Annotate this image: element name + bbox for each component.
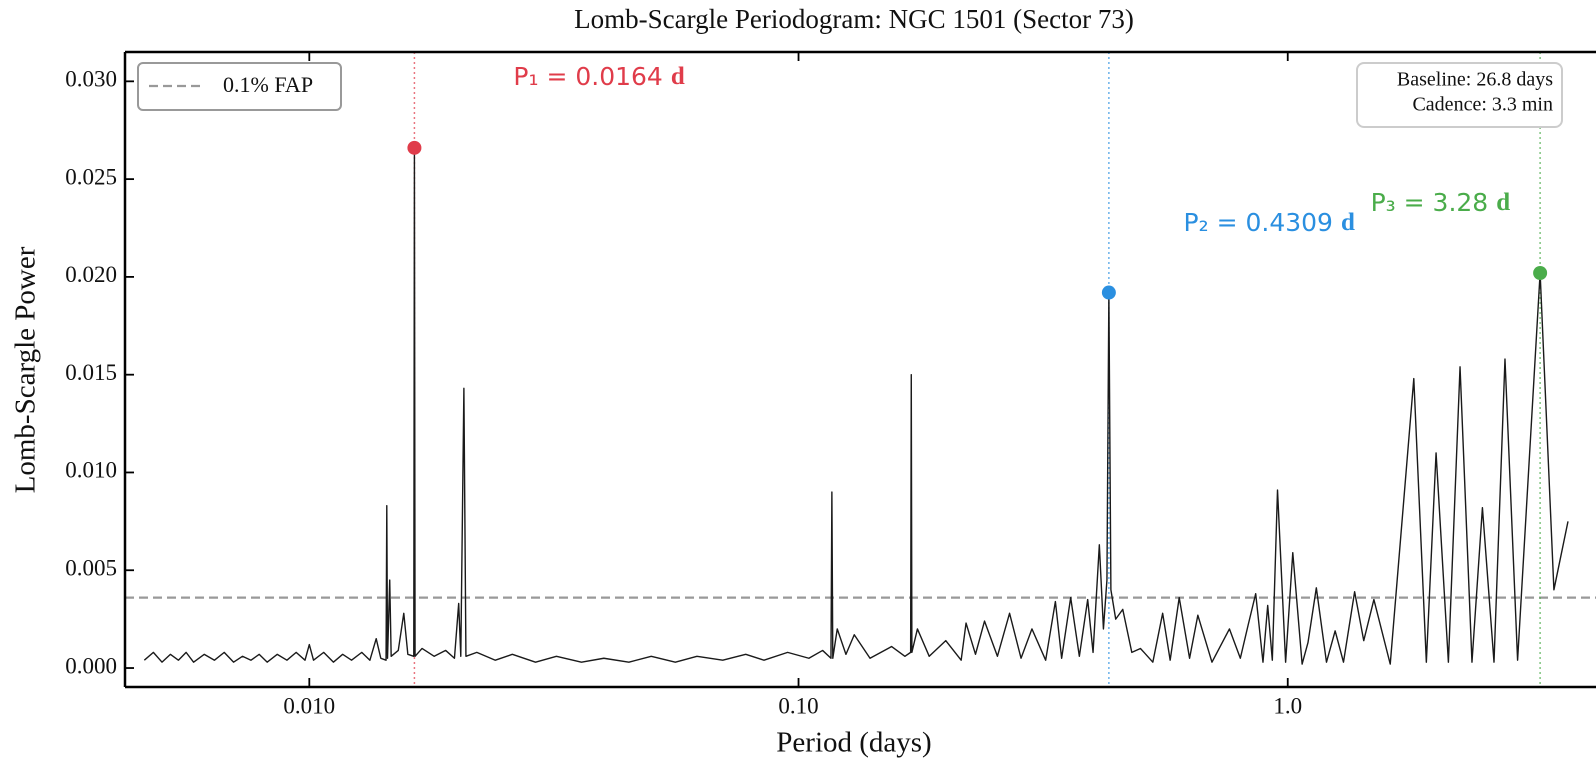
x-axis-label: Period (days) <box>776 727 931 759</box>
x-tick-label: 0.010 <box>283 693 335 718</box>
legend-label: 0.1% FAP <box>223 72 313 97</box>
legend-box <box>137 62 342 111</box>
periodogram-line <box>143 147 1569 665</box>
y-tick-label: 0.030 <box>65 67 117 92</box>
peak-label-text: P₁ = 0.0164 <box>513 62 662 91</box>
peak-label-unit: d <box>671 63 685 90</box>
peak-point <box>407 140 422 155</box>
chart-title: Lomb-Scargle Periodogram: NGC 1501 (Sect… <box>574 4 1134 34</box>
peak-label-text: P₃ = 3.28 <box>1371 188 1489 217</box>
y-tick-label: 0.000 <box>65 653 117 678</box>
peak-label: P₁ = 0.0164 d <box>513 62 684 91</box>
peak-label-text: P₂ = 0.4309 <box>1184 208 1333 237</box>
plot-area <box>125 52 1596 687</box>
info-text: Baseline: 26.8 days <box>1397 69 1553 91</box>
peak-label: P₂ = 0.4309 d <box>1184 208 1355 237</box>
y-tick-label: 0.015 <box>65 360 117 385</box>
info-text: Cadence: 3.3 min <box>1412 94 1553 116</box>
y-tick-label: 0.010 <box>65 458 117 483</box>
y-tick-label: 0.020 <box>65 262 117 287</box>
x-tick-label: 0.10 <box>778 693 818 718</box>
peak-point <box>1533 265 1548 280</box>
y-tick-label: 0.025 <box>65 164 117 189</box>
overlay: P₁ = 0.0164 d P₂ = 0.4309 d P₃ = 3.28 d 0.000 0… <box>65 50 1596 718</box>
x-tick-label: 1.0 <box>1273 693 1302 718</box>
info-box <box>1356 62 1563 128</box>
peak-label: P₃ = 3.28 d <box>1371 188 1511 217</box>
peak-label-unit: d <box>1496 189 1510 216</box>
peak-point <box>1101 285 1116 300</box>
y-axis-label: Lomb-Scargle Power <box>10 246 42 493</box>
peak-label-unit: d <box>1341 209 1355 236</box>
y-tick-label: 0.005 <box>65 556 117 581</box>
